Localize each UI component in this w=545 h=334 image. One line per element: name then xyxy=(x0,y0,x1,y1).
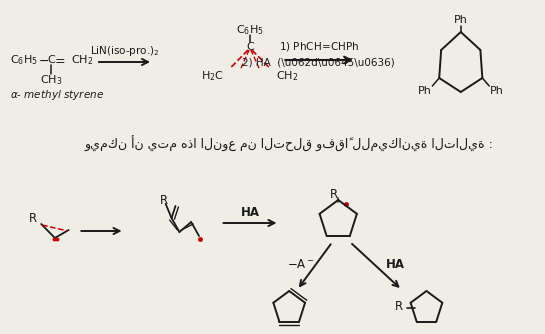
Text: R: R xyxy=(330,187,338,200)
Text: R: R xyxy=(160,193,168,206)
Text: $\mathregular{CH_2}$: $\mathregular{CH_2}$ xyxy=(276,69,299,83)
Text: R: R xyxy=(395,300,403,313)
Text: HA: HA xyxy=(386,258,404,271)
Text: HA: HA xyxy=(240,205,259,218)
Text: C: C xyxy=(246,42,254,52)
Text: 2) HA  (\u062d\u0645\u0636): 2) HA (\u062d\u0645\u0636) xyxy=(242,57,395,67)
Text: 1) PhCH$\!=\!$CHPh: 1) PhCH$\!=\!$CHPh xyxy=(278,39,359,52)
Text: Ph: Ph xyxy=(417,86,432,96)
Text: $-$: $-$ xyxy=(38,53,49,66)
Text: $-\mathrm{A}^-$: $-\mathrm{A}^-$ xyxy=(287,258,315,271)
Text: LiN(iso-pro.)$_2$: LiN(iso-pro.)$_2$ xyxy=(90,44,159,58)
Text: $\mathregular{C_6H_5}$: $\mathregular{C_6H_5}$ xyxy=(10,53,38,67)
Text: $=$: $=$ xyxy=(52,53,65,66)
Text: Ph: Ph xyxy=(490,86,504,96)
Text: ويمكن أن يتم هذا النوع من التحلق وفقاً للميكانية التالية :: ويمكن أن يتم هذا النوع من التحلق وفقاً ل… xyxy=(85,136,494,152)
Text: $\mathregular{H_2C}$: $\mathregular{H_2C}$ xyxy=(201,69,224,83)
Text: $\mathregular{CH_3}$: $\mathregular{CH_3}$ xyxy=(40,73,62,87)
Text: R: R xyxy=(29,211,38,224)
Text: C: C xyxy=(47,55,55,65)
Text: $\mathregular{CH_2}$: $\mathregular{CH_2}$ xyxy=(71,53,93,67)
Text: $\mathregular{C_6H_5}$: $\mathregular{C_6H_5}$ xyxy=(236,23,264,37)
Text: Ph: Ph xyxy=(454,15,468,25)
Text: $\alpha$- methyl styrene: $\alpha$- methyl styrene xyxy=(10,88,104,102)
